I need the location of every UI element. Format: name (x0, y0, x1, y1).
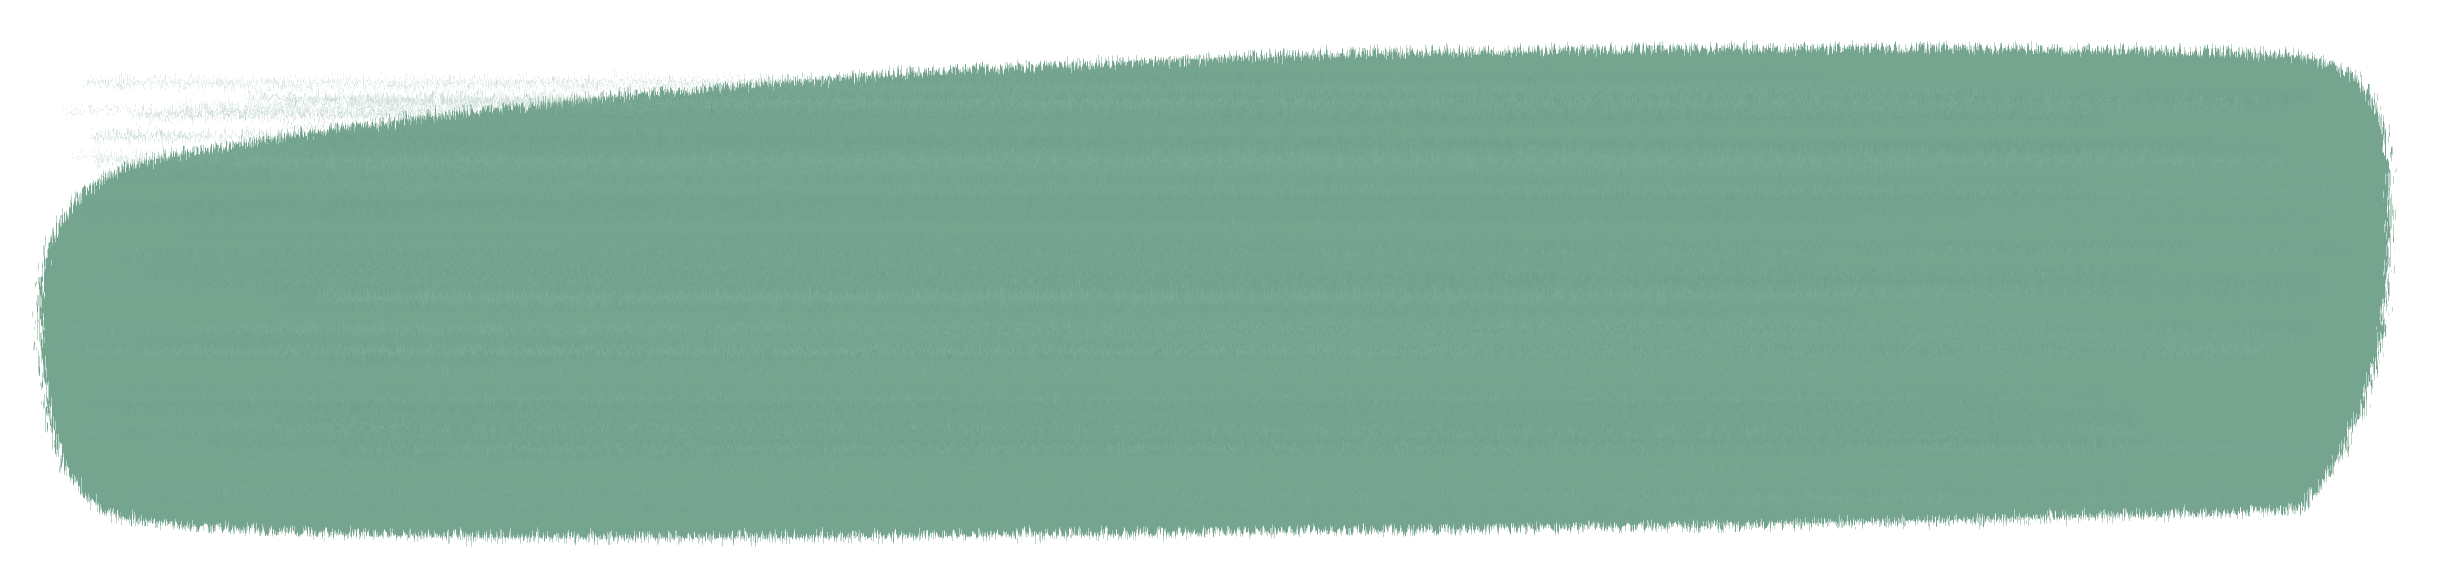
bristle-streak (339, 448, 1850, 458)
bristle-streak (201, 282, 2148, 292)
bristle-streak (202, 349, 2209, 357)
bristle-streak (308, 141, 2217, 146)
bristle-streak (342, 296, 2001, 306)
bristle-streak (288, 98, 2294, 103)
bristle-streak (117, 429, 1968, 435)
bristle-streak (89, 401, 2032, 407)
bristle-streak (233, 110, 2236, 113)
bristle-streak (348, 390, 2110, 397)
bristle-streak (259, 221, 2135, 228)
bristle-streak (239, 324, 2254, 328)
bristle-streaks (65, 75, 2345, 514)
bristle-streak (285, 116, 1986, 127)
bristle-streak (333, 166, 1921, 172)
bristle-streak (81, 214, 1857, 220)
bristle-streak (257, 498, 2220, 507)
bristle-streak (113, 387, 1997, 396)
bristle-streak (265, 290, 2319, 296)
bristle-streak (335, 97, 2244, 107)
bristle-streak (72, 147, 1933, 158)
bristle-streak (260, 279, 2007, 290)
bristle-streak (235, 269, 1942, 280)
bristle-streak (312, 185, 2340, 194)
bristle-streak (86, 203, 1885, 213)
bristle-streak (266, 145, 2276, 154)
bristle-streak (237, 152, 2150, 165)
bristle-streak (138, 113, 2104, 119)
bristle-streak (269, 241, 2191, 256)
bristle-streak (91, 134, 2136, 148)
bristle-streak (357, 444, 2242, 450)
bristle-streak (268, 170, 2338, 175)
bristle-streak (313, 437, 2032, 445)
bristle-streak (100, 175, 2078, 184)
bristle-streak (177, 197, 2197, 204)
bristle-streak (297, 370, 2018, 375)
bristle-streak (129, 490, 2276, 499)
bristle-streak (171, 212, 2320, 220)
bristle-streak (157, 490, 2136, 497)
bristle-streak (348, 507, 1830, 514)
bristle-streak (161, 423, 2141, 434)
bristle-streak (70, 323, 1843, 330)
bristle-streak (162, 491, 1956, 500)
bristle-streak (167, 395, 2036, 399)
bristle-streak (152, 246, 2345, 257)
bristle-streak (87, 80, 1975, 92)
bristle-streak (249, 320, 2083, 330)
bristle-streak (247, 94, 2316, 100)
bristle-streak (280, 304, 1854, 313)
bristle-streak (85, 350, 2269, 356)
brush-stroke (40, 47, 2390, 538)
bristle-streak (65, 108, 2280, 112)
bristle-streak (247, 396, 1913, 400)
bristle-streak (231, 330, 2298, 338)
bristle-streak (149, 264, 2151, 274)
bristle-streak (210, 439, 2152, 447)
bristle-streak (185, 194, 2097, 205)
bristle-streak (153, 447, 2317, 451)
bristle-streak (296, 407, 2132, 415)
bristle-streak (152, 272, 2326, 284)
bristle-streak (240, 462, 2131, 474)
bristle-streak (182, 97, 2277, 109)
bristle-streak (140, 341, 2175, 351)
bristle-streak (174, 83, 2149, 95)
bristle-streak (189, 234, 2030, 246)
